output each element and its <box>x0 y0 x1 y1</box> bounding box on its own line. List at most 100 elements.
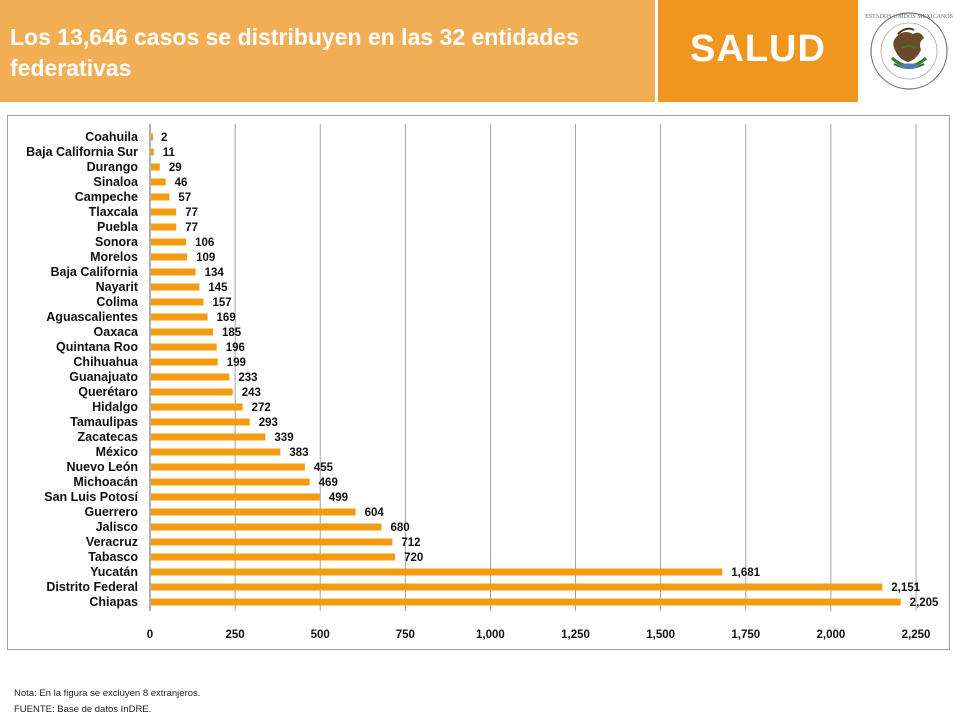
bar <box>151 223 177 231</box>
category-label: Coahuila <box>85 130 139 144</box>
seal-lettering: ESTADOS UNIDOS MEXICANOS <box>865 14 953 20</box>
data-label: 272 <box>252 402 271 414</box>
category-label: Puebla <box>97 220 139 234</box>
brand-logo-text: SALUD <box>690 28 826 70</box>
category-label: Nuevo León <box>66 460 138 474</box>
x-tick-label: 250 <box>226 629 245 641</box>
category-label: Aguascalientes <box>46 310 138 324</box>
x-tick-label: 0 <box>147 629 153 641</box>
data-label: 2,205 <box>910 597 939 609</box>
data-label: 185 <box>222 327 242 339</box>
footer: Nota: En la figura se excluyen 8 extranj… <box>14 686 200 718</box>
bar <box>151 358 218 366</box>
category-label: Hidalgo <box>92 400 138 414</box>
category-label: Zacatecas <box>78 430 139 444</box>
category-label: Baja California <box>50 265 139 279</box>
data-label: 2,151 <box>891 582 920 594</box>
category-label: Jalisco <box>96 520 139 534</box>
x-tick-label: 1,250 <box>561 629 590 641</box>
category-label: Campeche <box>75 190 138 204</box>
data-label: 196 <box>226 342 245 354</box>
bar <box>151 178 166 186</box>
bar <box>151 238 187 246</box>
data-label: 383 <box>289 447 308 459</box>
data-label: 233 <box>238 372 257 384</box>
bar <box>151 148 154 156</box>
category-label: Colima <box>96 295 139 309</box>
category-label: Sonora <box>95 235 139 249</box>
x-tick-label: 2,250 <box>902 629 931 641</box>
bar <box>151 313 208 321</box>
category-label: Morelos <box>90 250 138 264</box>
bar <box>151 253 188 261</box>
chart-frame: Coahuila Baja California Sur Durango Sinalo… <box>7 115 950 650</box>
data-label: 293 <box>259 417 278 429</box>
bar <box>151 433 266 441</box>
data-label: 77 <box>185 222 198 234</box>
category-label: Nayarit <box>96 280 139 294</box>
category-label: Yucatán <box>90 565 138 579</box>
x-tick-label: 1,000 <box>476 629 505 641</box>
bar <box>151 133 153 141</box>
bar <box>151 523 382 531</box>
x-tick-label: 2,000 <box>816 629 845 641</box>
bar <box>151 538 393 546</box>
data-label: 29 <box>169 162 182 174</box>
data-label: 1,681 <box>731 567 760 579</box>
footnote: Nota: En la figura se excluyen 8 extranj… <box>14 688 201 699</box>
data-label: 469 <box>319 477 338 489</box>
value-labels: 2 11 29 46 57 77 77 106 109 134 145 157 169 185 196 199… <box>161 132 939 609</box>
national-seal-logo: ESTADOS UNIDOS MEXICANOS <box>858 0 960 102</box>
category-label: Sinaloa <box>94 175 140 189</box>
data-label: 77 <box>185 207 198 219</box>
bar <box>151 463 305 471</box>
bar <box>151 403 243 411</box>
bar <box>151 208 177 216</box>
bar <box>151 478 310 486</box>
category-label: Tlaxcala <box>89 205 139 219</box>
eagle-seal-icon: ESTADOS UNIDOS MEXICANOS <box>865 12 953 90</box>
x-tick-label: 1,500 <box>646 629 675 641</box>
data-label: 57 <box>178 192 191 204</box>
data-label: 604 <box>365 507 385 519</box>
bar <box>151 373 230 381</box>
category-label: Michoacán <box>73 475 138 489</box>
data-label: 106 <box>195 237 214 249</box>
data-label: 46 <box>175 177 188 189</box>
category-label: Chihuahua <box>73 355 139 369</box>
bar <box>151 283 200 291</box>
data-label: 455 <box>314 462 334 474</box>
data-label: 680 <box>391 522 410 534</box>
bar <box>151 568 723 576</box>
category-label: Tamaulipas <box>70 415 138 429</box>
bar <box>151 553 396 561</box>
data-label: 157 <box>212 297 231 309</box>
grid-lines <box>149 124 917 611</box>
bar <box>151 343 217 351</box>
category-label: Distrito Federal <box>46 580 138 594</box>
title-banner: Los 13,646 casos se distribuyen en las 3… <box>0 0 655 102</box>
data-label: 11 <box>163 147 176 159</box>
category-label: Quintana Roo <box>56 340 138 354</box>
header: Los 13,646 casos se distribuyen en las 3… <box>0 0 960 102</box>
bar <box>151 583 883 591</box>
x-tick-labels: 0 250 500 750 1,000 1,250 1,500 1,750 2,000 2,250 <box>147 629 931 641</box>
bar <box>151 328 213 336</box>
page-title: Los 13,646 casos se distribuyen en las 3… <box>10 24 579 81</box>
category-label: Guanajuato <box>69 370 138 384</box>
category-label: Baja California Sur <box>26 145 138 159</box>
data-label: 134 <box>205 267 225 279</box>
data-label: 499 <box>329 492 348 504</box>
x-tick-label: 500 <box>311 629 330 641</box>
data-label: 109 <box>196 252 215 264</box>
x-tick-label: 1,750 <box>731 629 760 641</box>
bar <box>151 193 170 201</box>
bar <box>151 388 233 396</box>
data-label: 712 <box>401 537 420 549</box>
category-label: México <box>96 445 139 459</box>
data-label: 169 <box>217 312 236 324</box>
data-label: 720 <box>404 552 423 564</box>
bar <box>151 448 281 456</box>
